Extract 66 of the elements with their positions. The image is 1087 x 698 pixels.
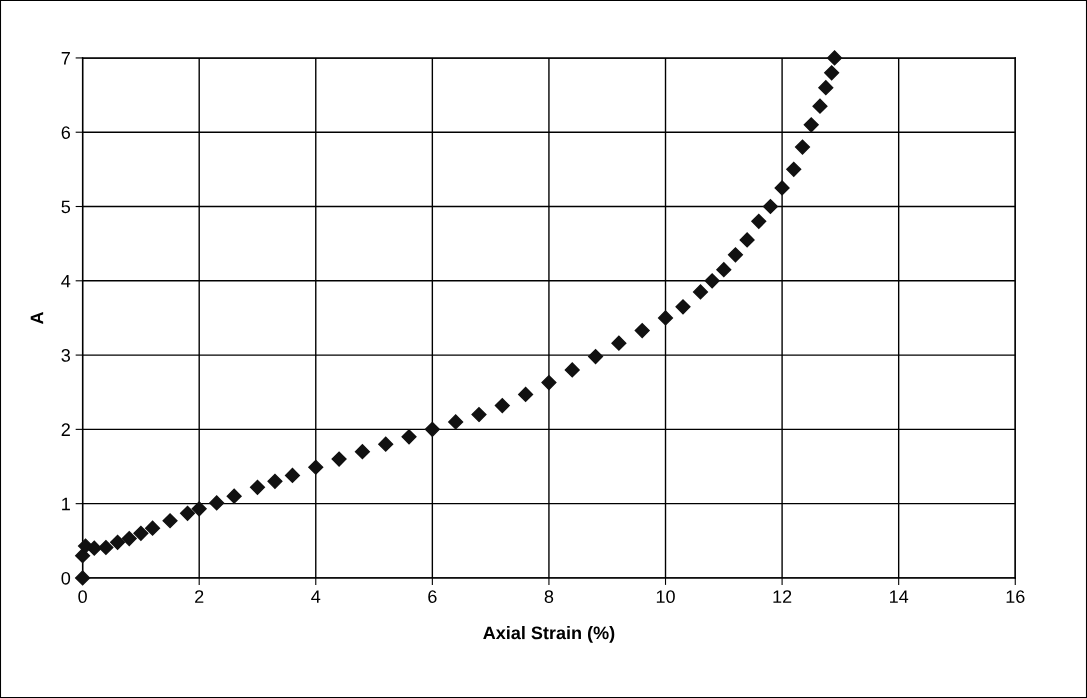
y-tick-label: 3 <box>61 349 71 362</box>
point <box>162 513 178 529</box>
point <box>267 473 283 489</box>
point <box>401 429 417 445</box>
point <box>110 534 126 550</box>
point <box>739 232 755 248</box>
point <box>826 50 843 66</box>
x-tick-label: 8 <box>544 590 554 604</box>
point <box>751 213 767 229</box>
point <box>494 398 510 414</box>
x-tick-label: 2 <box>195 590 204 603</box>
point <box>692 284 709 300</box>
point <box>86 540 102 556</box>
x-tick-label: 14 <box>890 590 909 603</box>
point <box>144 520 161 536</box>
point <box>249 479 266 495</box>
y-tick-label: 0 <box>61 571 71 585</box>
point <box>191 501 207 517</box>
point <box>812 98 828 114</box>
point <box>179 505 196 521</box>
point <box>378 436 394 452</box>
point <box>133 525 149 541</box>
point <box>209 495 225 511</box>
point <box>762 198 779 215</box>
point <box>824 65 840 81</box>
point <box>794 139 811 155</box>
y-axis-title: A <box>30 311 44 325</box>
y-tick-label: 7 <box>61 52 70 65</box>
point <box>471 406 487 423</box>
point <box>675 299 691 315</box>
x-axis-title: Axial Strain (%) <box>483 626 615 643</box>
x-tick-label: 0 <box>78 590 87 604</box>
x-tick-label: 16 <box>1006 590 1025 604</box>
point <box>518 386 534 403</box>
y-tick-label: 6 <box>61 126 71 139</box>
point <box>611 335 627 351</box>
point <box>284 467 301 483</box>
x-tick-label: 12 <box>773 590 792 603</box>
y-tick-label: 4 <box>61 274 71 288</box>
point <box>75 570 91 586</box>
point <box>727 247 744 263</box>
point <box>818 80 834 96</box>
y-tick-label: 5 <box>61 200 71 214</box>
point <box>716 262 732 278</box>
x-tick-label: 4 <box>311 590 321 603</box>
point <box>774 180 790 196</box>
point <box>564 362 580 378</box>
point <box>226 488 242 504</box>
point <box>121 531 137 547</box>
point <box>803 117 819 133</box>
point <box>424 421 440 437</box>
point <box>634 322 650 339</box>
point <box>587 348 604 365</box>
point <box>448 414 464 430</box>
x-tick-label: 10 <box>656 590 675 604</box>
point <box>786 161 802 177</box>
y-tick-label: 1 <box>62 497 70 511</box>
y-tick-label: 2 <box>61 423 70 436</box>
x-tick-label: 6 <box>428 590 437 604</box>
point <box>354 444 370 460</box>
point <box>541 374 557 391</box>
point <box>308 459 324 475</box>
point <box>657 310 674 326</box>
point <box>704 273 720 289</box>
point <box>98 539 114 556</box>
point <box>331 451 347 467</box>
